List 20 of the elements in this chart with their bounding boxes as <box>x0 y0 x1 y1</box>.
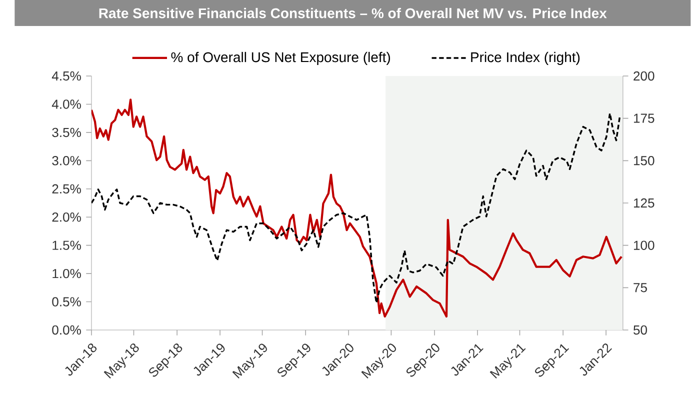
legend-label: Price Index (right) <box>471 52 580 65</box>
chart-title: Rate Sensitive Financials Constituents – % of Overall Net MV vs. Price Index <box>99 8 607 18</box>
y2-tick-label: 100 <box>634 240 654 250</box>
y-tick-label: 0.5% <box>52 297 81 306</box>
y2-tick-label: 150 <box>634 156 654 166</box>
y-tick-label: 2.0% <box>52 212 81 222</box>
legend-label: % of Overall US Net Exposure (left) <box>171 52 390 65</box>
y-tick-label: 0.0% <box>52 325 81 335</box>
y2-tick-label: 200 <box>634 71 654 81</box>
y2-tick-label: 50 <box>634 325 647 335</box>
y-tick-label: 3.0% <box>52 156 81 166</box>
y-tick-label: 3.5% <box>52 128 81 138</box>
y-tick-label: 4.5% <box>52 71 81 81</box>
y-tick-label: 2.5% <box>52 184 81 194</box>
y-tick-label: 1.0% <box>52 268 81 278</box>
y2-tick-label: 175 <box>634 114 654 123</box>
y2-tick-label: 75 <box>634 283 647 292</box>
y-tick-label: 1.5% <box>52 240 81 250</box>
y-tick-label: 4.0% <box>52 100 81 109</box>
y2-tick-label: 125 <box>634 198 654 208</box>
